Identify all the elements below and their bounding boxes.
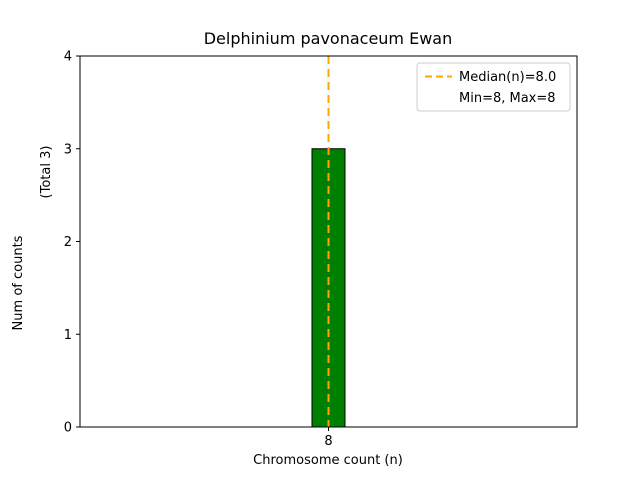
chart-title: Delphinium pavonaceum Ewan: [204, 29, 453, 48]
legend-entry-label: Median(n)=8.0: [459, 70, 556, 85]
x-axis-label: Chromosome count (n): [253, 453, 403, 468]
bar: [311, 148, 346, 428]
legend-entry-label: Min=8, Max=8: [459, 91, 556, 106]
y-axis-total-note: (Total 3): [39, 146, 54, 199]
y-tick-label: 0: [64, 421, 72, 436]
legend: Median(n)=8.0 Min=8, Max=8: [416, 62, 571, 112]
y-tick-label: 1: [64, 328, 72, 343]
y-tick-label: 4: [64, 50, 72, 65]
legend-box: [416, 62, 571, 112]
x-tick-label: 8: [324, 434, 332, 449]
y-axis-label: Num of counts: [11, 235, 26, 330]
y-tick-label: 3: [64, 142, 72, 157]
y-tick-label: 2: [64, 235, 72, 250]
plot-area: 0 1 2 3 4 8: [64, 50, 578, 449]
